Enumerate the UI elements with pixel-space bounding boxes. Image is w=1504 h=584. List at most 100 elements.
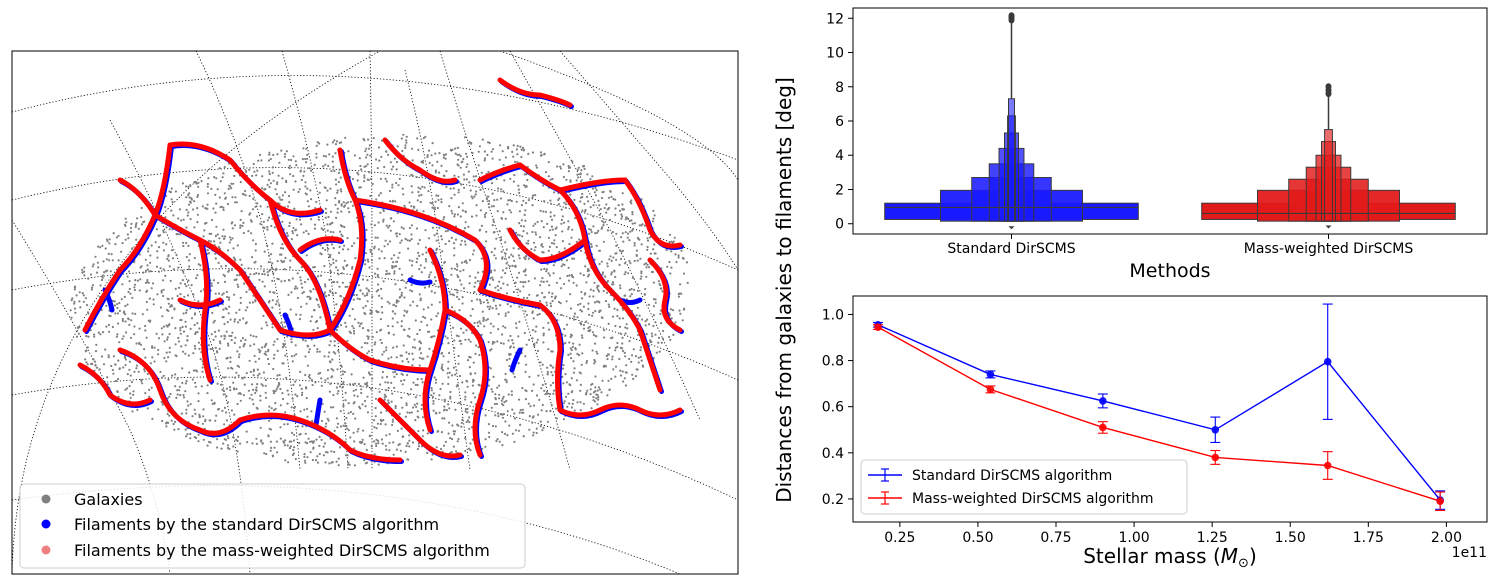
galaxy-point: [512, 155, 515, 158]
galaxy-point: [200, 385, 203, 388]
galaxy-point: [594, 232, 597, 235]
galaxy-point: [655, 351, 658, 354]
galaxy-point: [90, 286, 94, 289]
galaxy-point: [463, 178, 466, 181]
galaxy-point: [477, 164, 480, 167]
galaxy-point: [190, 317, 194, 320]
galaxy-point: [497, 415, 500, 418]
galaxy-point: [129, 392, 132, 395]
galaxy-point: [375, 290, 378, 293]
galaxy-point: [157, 408, 160, 411]
galaxy-point: [108, 242, 111, 245]
galaxy-point: [374, 406, 377, 410]
galaxy-point: [620, 217, 623, 220]
galaxy-point: [181, 325, 184, 329]
galaxy-point: [390, 356, 393, 359]
galaxy-point: [171, 257, 175, 260]
galaxy-point: [426, 355, 429, 358]
galaxy-point: [298, 384, 301, 387]
galaxy-point: [281, 220, 284, 223]
galaxy-point: [393, 375, 396, 378]
galaxy-point: [329, 270, 332, 273]
galaxy-point: [611, 358, 614, 361]
galaxy-point: [659, 312, 662, 316]
galaxy-point: [604, 300, 608, 303]
line-plot-panel: 0.20.40.60.81.0 0.25 0.50 0.75 1.00 1.25 1.50…: [822, 295, 1488, 571]
galaxy-point: [121, 337, 124, 340]
galaxy-point: [187, 268, 190, 271]
galaxy-point: [149, 362, 152, 365]
galaxy-point: [641, 223, 644, 226]
galaxy-point: [364, 312, 367, 316]
galaxy-point: [315, 438, 318, 441]
galaxy-point: [127, 317, 130, 320]
galaxy-point: [660, 287, 663, 290]
galaxy-point: [411, 290, 414, 293]
galaxy-point: [231, 237, 234, 240]
galaxy-point: [570, 406, 574, 409]
galaxy-point: [561, 263, 565, 266]
galaxy-point: [131, 410, 134, 413]
galaxy-point: [96, 261, 99, 264]
galaxy-point: [364, 252, 367, 255]
galaxy-point: [541, 291, 544, 295]
galaxy-point: [548, 274, 552, 277]
galaxy-point: [384, 423, 387, 426]
galaxy-point: [276, 260, 279, 263]
galaxy-point: [335, 386, 338, 389]
galaxy-point: [241, 337, 244, 340]
galaxy-point: [560, 222, 563, 225]
galaxy-point: [309, 189, 312, 192]
galaxy-point: [483, 213, 486, 216]
galaxy-point: [606, 208, 610, 211]
galaxy-point: [538, 236, 542, 239]
galaxy-point: [230, 268, 233, 272]
galaxy-point: [328, 153, 331, 156]
galaxy-point: [567, 220, 570, 223]
galaxy-point: [90, 288, 93, 291]
galaxy-point: [602, 221, 605, 224]
galaxy-point: [535, 394, 539, 397]
galaxy-point: [249, 370, 252, 373]
galaxy-point: [423, 286, 427, 289]
galaxy-point: [157, 270, 161, 273]
galaxy-point: [283, 268, 286, 271]
galaxy-point: [249, 273, 252, 276]
galaxy-point: [336, 191, 339, 194]
galaxy-point: [654, 301, 657, 304]
galaxy-point: [286, 389, 289, 392]
galaxy-point: [520, 148, 523, 151]
galaxy-point: [398, 251, 401, 254]
galaxy-point: [124, 388, 127, 391]
galaxy-point: [599, 208, 602, 211]
galaxy-point: [345, 417, 348, 420]
galaxy-point: [525, 363, 528, 366]
galaxy-point: [281, 392, 284, 395]
galaxy-point: [569, 293, 572, 296]
galaxy-point: [430, 261, 433, 264]
galaxy-point: [318, 142, 321, 145]
galaxy-point: [458, 309, 461, 312]
galaxy-point: [288, 201, 291, 204]
galaxy-point: [669, 338, 672, 341]
galaxy-point: [236, 283, 239, 286]
galaxy-point: [644, 320, 647, 323]
galaxy-point: [527, 242, 530, 245]
galaxy-point: [431, 164, 434, 167]
galaxy-point: [184, 325, 187, 328]
galaxy-point: [276, 374, 279, 377]
galaxy-point: [216, 382, 219, 385]
galaxy-point: [481, 310, 484, 313]
galaxy-point: [454, 152, 457, 155]
galaxy-point: [430, 389, 433, 392]
galaxy-point: [440, 198, 443, 201]
galaxy-point: [352, 327, 355, 330]
galaxy-point: [101, 274, 104, 277]
galaxy-point: [346, 201, 350, 204]
galaxy-point: [377, 221, 380, 224]
galaxy-point: [550, 225, 554, 228]
galaxy-point: [496, 386, 499, 389]
galaxy-point: [182, 330, 186, 333]
galaxy-point: [92, 263, 95, 266]
galaxy-point: [607, 196, 611, 199]
